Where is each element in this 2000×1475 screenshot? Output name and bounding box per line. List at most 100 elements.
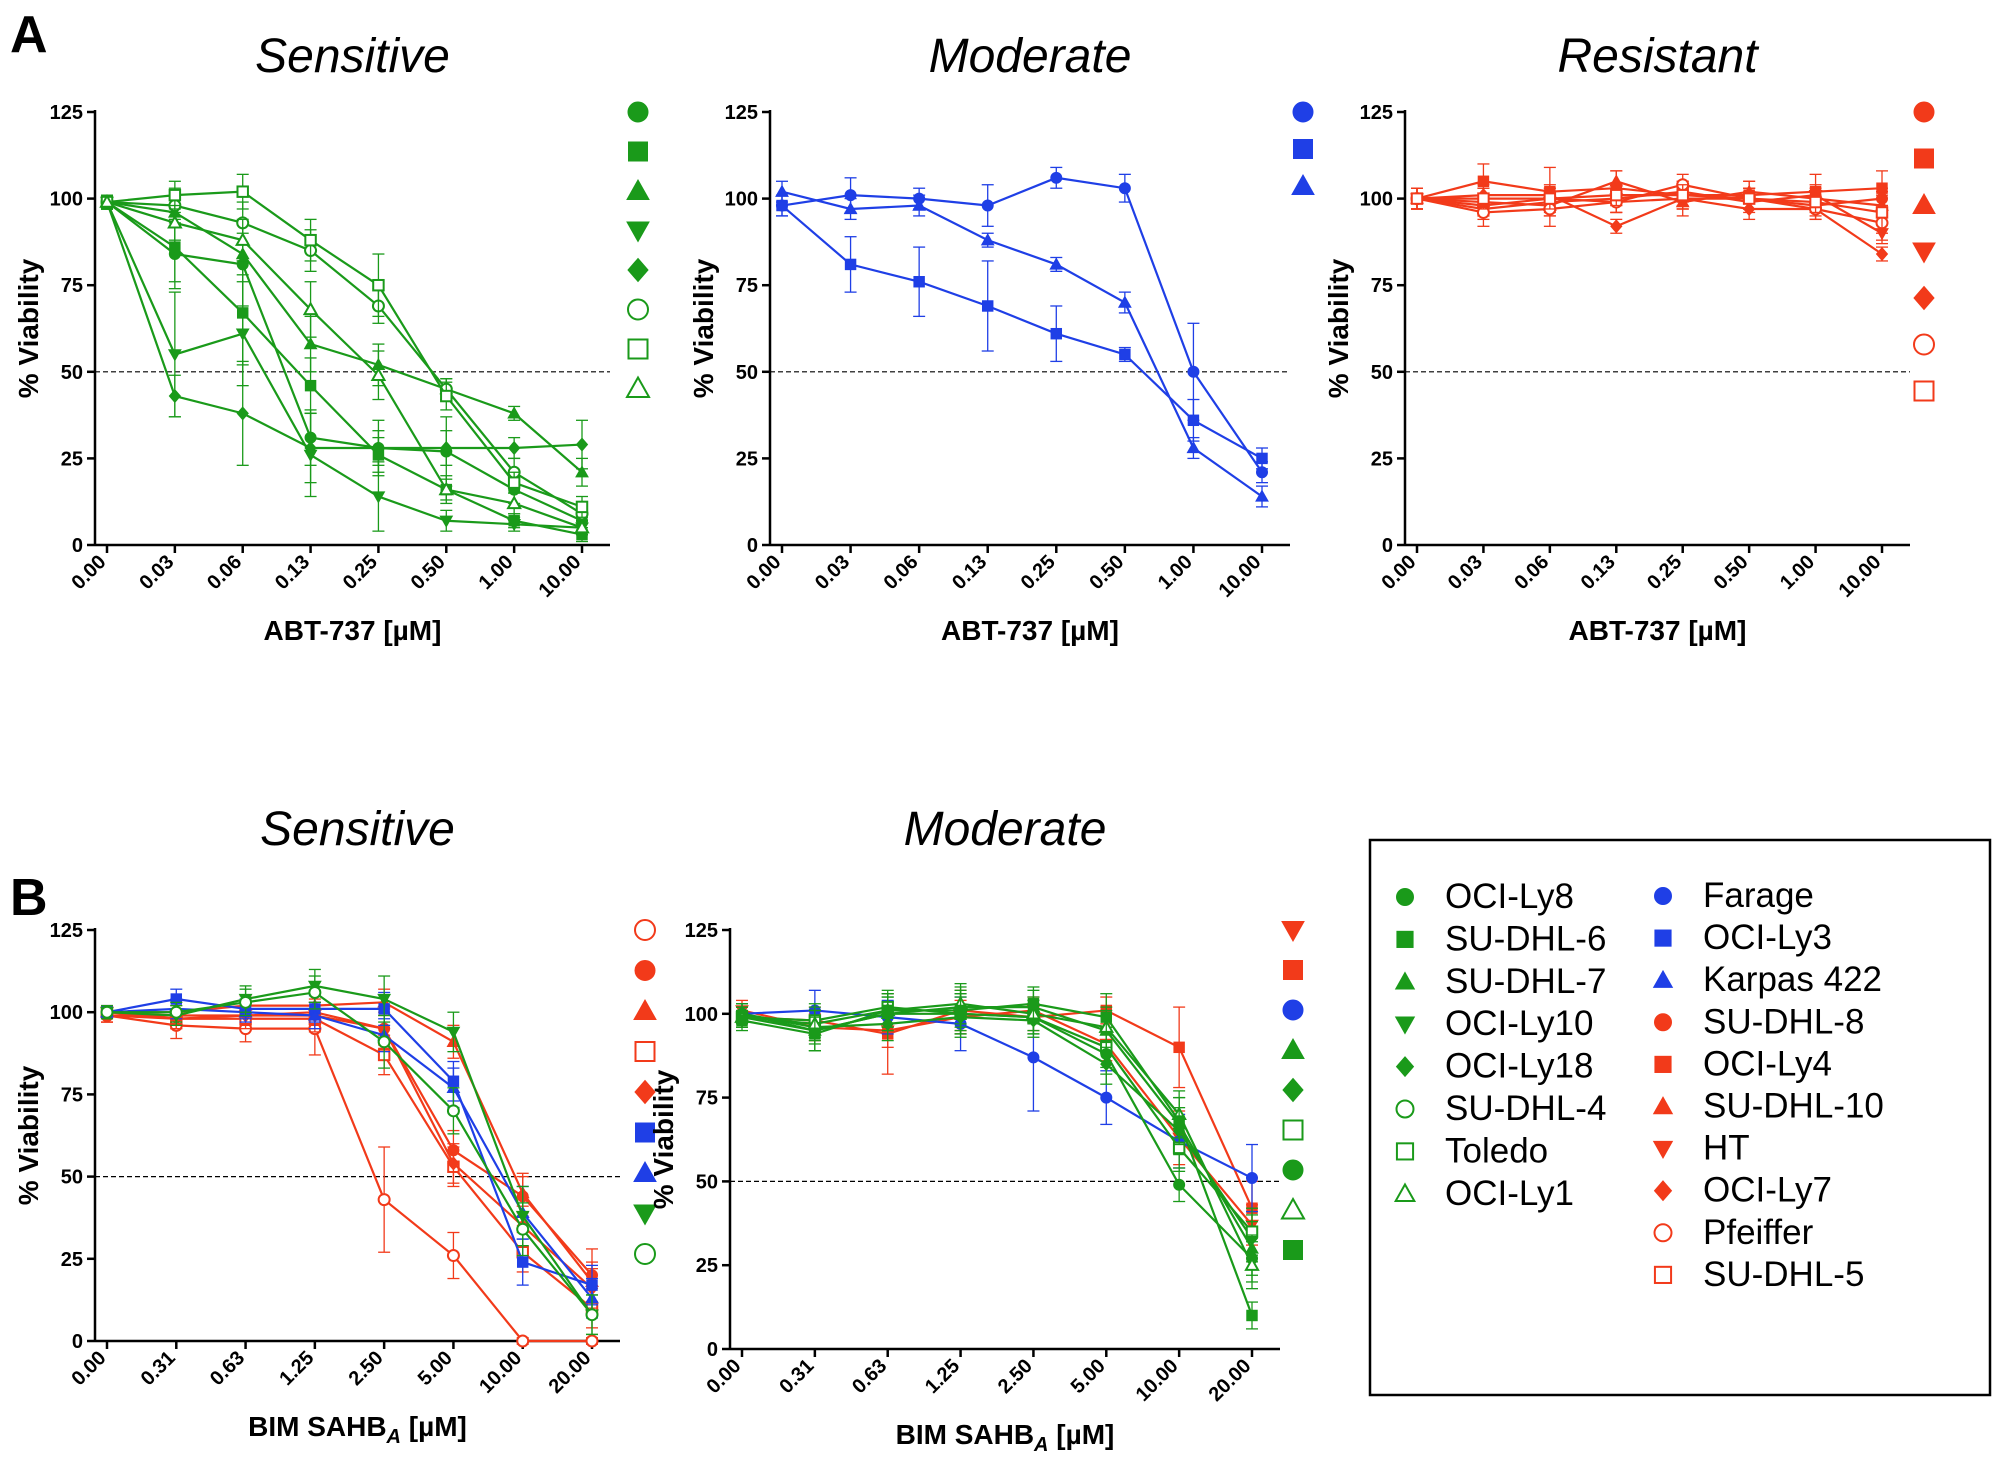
chart-title: Moderate (904, 803, 1107, 856)
data-point (506, 495, 522, 510)
data-point (1100, 1091, 1113, 1104)
data-point (236, 406, 249, 421)
legend-marker (1396, 888, 1414, 906)
legend-label: Karpas 422 (1703, 960, 1882, 999)
x-tick-label: 10.00 (1132, 1355, 1183, 1406)
data-point (370, 367, 387, 381)
legend-label: OCI-Ly18 (1445, 1047, 1593, 1086)
data-point (1186, 440, 1201, 454)
marker-key-symbol (627, 338, 649, 360)
data-point (168, 188, 182, 202)
y-tick-label: 75 (61, 1084, 83, 1106)
data-point (167, 214, 183, 229)
data-point (1027, 1051, 1040, 1064)
x-tick-label: 0.25 (339, 551, 382, 594)
data-point (1244, 1257, 1260, 1271)
marker-key-symbol (627, 257, 649, 283)
series-line (106, 201, 583, 529)
x-tick-label: 0.50 (407, 551, 450, 594)
data-point (981, 199, 994, 212)
data-point (1543, 192, 1557, 205)
data-point (372, 278, 385, 292)
x-tick-label: 0.03 (135, 551, 178, 594)
data-point (585, 1308, 599, 1322)
data-point (1610, 219, 1623, 234)
series-oci-ly18 (100, 194, 589, 484)
y-tick-label: 125 (685, 920, 718, 942)
data-point (100, 1005, 114, 1019)
marker-key-symbol (634, 960, 656, 981)
data-point (307, 1008, 322, 1021)
legend-marker (1394, 1016, 1416, 1035)
y-tick-label: 25 (61, 1249, 83, 1271)
marker-key-symbol (627, 101, 649, 123)
marker-key-symbol (1280, 1196, 1306, 1220)
series-line (105, 201, 583, 450)
marker-key-symbol (626, 178, 650, 200)
marker-key-column (625, 101, 651, 398)
x-tick-label: 0.00 (742, 551, 785, 594)
series-line (1416, 194, 1883, 255)
y-tick-label: 50 (61, 362, 83, 384)
series-oci-ly3 (776, 194, 1268, 470)
data-point (575, 465, 589, 478)
marker-key-symbol (1282, 1159, 1304, 1181)
series-line (106, 200, 583, 474)
data-point (1050, 171, 1063, 184)
x-tick-label: 10.00 (1215, 551, 1266, 602)
data-point (377, 1193, 391, 1207)
y-tick-label: 0 (747, 535, 758, 557)
x-tick-label: 0.50 (1085, 551, 1128, 594)
data-point (446, 1026, 461, 1039)
legend-label: SU-DHL-8 (1703, 1002, 1864, 1041)
x-tick-label: 1.00 (1776, 551, 1819, 594)
series-line (106, 201, 583, 536)
marker-key-symbol (628, 141, 648, 162)
legend-item-su-dhl-8: SU-DHL-8 (1654, 1002, 1864, 1041)
series-line (741, 1002, 1253, 1266)
series-line (741, 1009, 1253, 1180)
y-tick-label: 100 (685, 1004, 718, 1026)
data-point (446, 1249, 460, 1263)
data-point (234, 232, 251, 246)
marker-key-symbol (1913, 333, 1935, 356)
y-tick-label: 75 (1371, 275, 1393, 297)
x-tick-label: 0.63 (848, 1355, 891, 1398)
chart-title: Moderate (929, 30, 1132, 83)
x-tick-label: 0.06 (880, 551, 923, 594)
legend-marker (1394, 971, 1416, 990)
data-point (585, 1334, 599, 1348)
data-point (1173, 1041, 1185, 1054)
series-pfeiffer (100, 1001, 599, 1348)
data-point (235, 328, 250, 341)
y-tick-label: 125 (50, 920, 83, 942)
data-point (1875, 246, 1889, 262)
legend-label: OCI-Ly8 (1445, 877, 1574, 916)
x-tick-label: 0.06 (203, 551, 246, 594)
data-point (1100, 1011, 1113, 1023)
legend-item-oci-ly1: OCI-Ly1 (1393, 1174, 1574, 1213)
marker-key-symbol (1292, 101, 1314, 123)
data-point (304, 379, 317, 392)
marker-key-symbol (1912, 192, 1936, 214)
chart-title: Sensitive (260, 803, 455, 856)
legend-item-oci-ly18: OCI-Ly18 (1395, 1047, 1593, 1086)
series-line (106, 984, 593, 1316)
data-point (1676, 188, 1689, 202)
x-axis-label: ABT-737 [µM] (941, 615, 1119, 646)
chart-5: Moderate 0 25 50 75 100 125 0.00 0.31 0.63 1.25 2.5… (648, 803, 1306, 1456)
x-tick-label: 20.00 (545, 1347, 596, 1398)
y-axis-label: % Viability (688, 258, 719, 398)
y-axis-label: % Viability (13, 1065, 44, 1205)
legend-item-oci-ly4: OCI-Ly4 (1654, 1044, 1832, 1083)
legend-marker (1653, 1265, 1673, 1284)
legend-marker (1396, 930, 1414, 948)
marker-key-symbol (1281, 921, 1305, 943)
marker-key-symbol (625, 375, 651, 398)
marker-key-symbol (1913, 380, 1935, 402)
x-tick-label: 1.25 (275, 1347, 318, 1390)
y-tick-label: 100 (50, 189, 83, 211)
x-tick-label: 2.50 (994, 1355, 1037, 1398)
legend-marker (1393, 1182, 1417, 1203)
legend-marker (1653, 1223, 1673, 1243)
